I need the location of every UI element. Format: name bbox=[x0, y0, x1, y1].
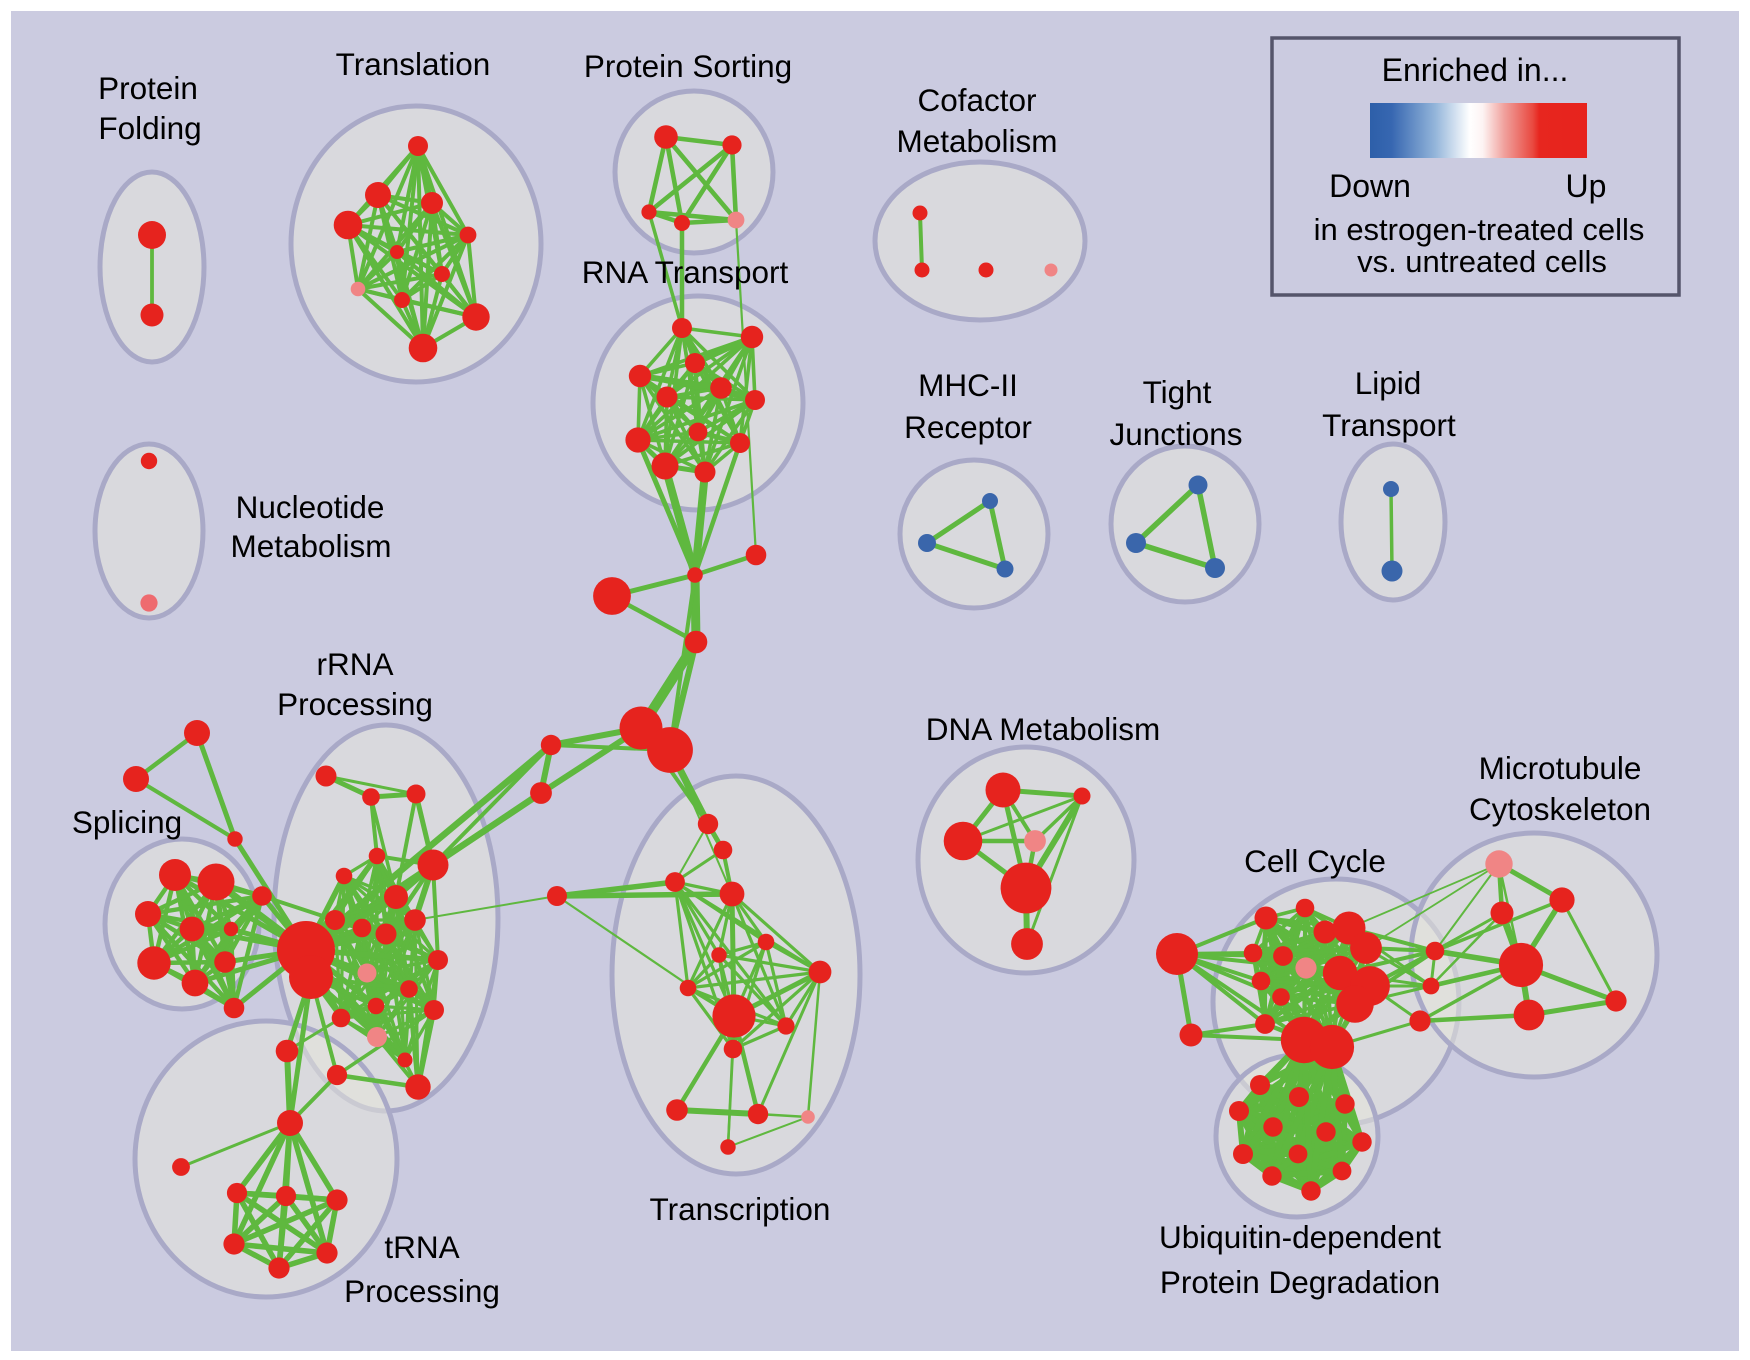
svg-text:tRNA: tRNA bbox=[384, 1229, 459, 1265]
svg-text:Junctions: Junctions bbox=[1109, 416, 1242, 452]
svg-text:Protein Sorting: Protein Sorting bbox=[584, 48, 792, 84]
svg-text:in estrogen-treated cells: in estrogen-treated cells bbox=[1314, 212, 1645, 247]
svg-text:Ubiquitin-dependent: Ubiquitin-dependent bbox=[1159, 1219, 1441, 1255]
svg-text:RNA Transport: RNA Transport bbox=[582, 254, 789, 290]
svg-text:Enriched in...: Enriched in... bbox=[1382, 52, 1569, 88]
svg-text:Processing: Processing bbox=[277, 686, 433, 722]
svg-text:vs. untreated cells: vs. untreated cells bbox=[1357, 244, 1607, 279]
svg-text:DNA Metabolism: DNA Metabolism bbox=[926, 711, 1161, 747]
svg-text:Receptor: Receptor bbox=[904, 409, 1032, 445]
svg-text:Up: Up bbox=[1566, 168, 1607, 204]
svg-text:Down: Down bbox=[1329, 168, 1411, 204]
svg-text:Folding: Folding bbox=[98, 110, 201, 146]
svg-text:Metabolism: Metabolism bbox=[896, 123, 1057, 159]
svg-text:Translation: Translation bbox=[336, 46, 491, 82]
svg-text:Transcription: Transcription bbox=[650, 1191, 831, 1227]
svg-text:rRNA: rRNA bbox=[317, 646, 394, 682]
svg-text:Processing: Processing bbox=[344, 1273, 500, 1309]
svg-text:Lipid: Lipid bbox=[1355, 365, 1422, 401]
svg-text:MHC-II: MHC-II bbox=[918, 367, 1018, 403]
svg-text:Cell Cycle: Cell Cycle bbox=[1244, 843, 1386, 879]
svg-text:Cytoskeleton: Cytoskeleton bbox=[1469, 791, 1651, 827]
svg-text:Nucleotide: Nucleotide bbox=[236, 489, 385, 525]
svg-text:Protein Degradation: Protein Degradation bbox=[1160, 1264, 1440, 1300]
svg-text:Metabolism: Metabolism bbox=[230, 528, 391, 564]
svg-text:Protein: Protein bbox=[98, 70, 198, 106]
svg-text:Transport: Transport bbox=[1322, 407, 1456, 443]
svg-text:Tight: Tight bbox=[1143, 374, 1212, 410]
svg-text:Splicing: Splicing bbox=[72, 804, 182, 840]
svg-text:Microtubule: Microtubule bbox=[1479, 750, 1642, 786]
svg-text:Cofactor: Cofactor bbox=[917, 82, 1036, 118]
